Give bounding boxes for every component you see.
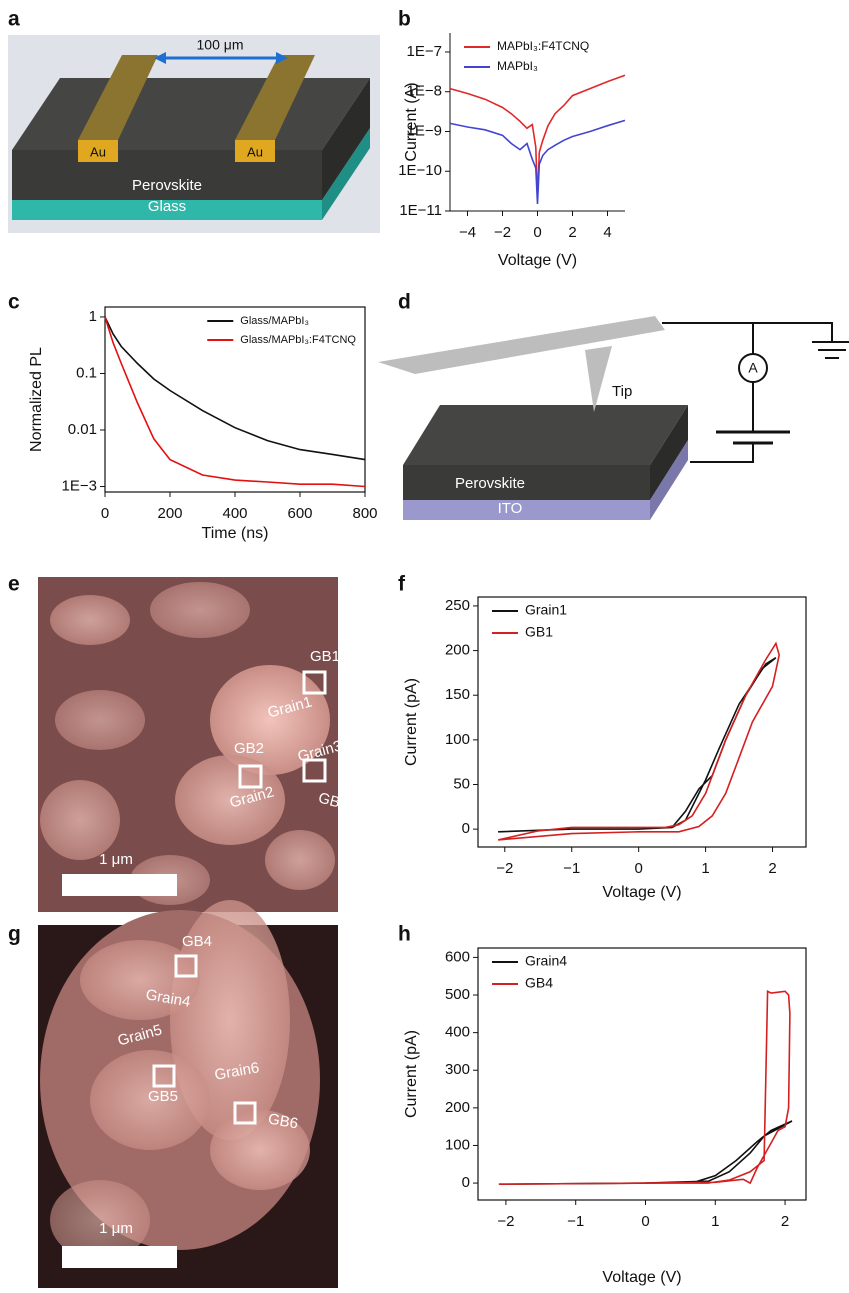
- layer-label: ITO: [498, 500, 523, 517]
- region-label: GB6: [267, 1110, 300, 1132]
- x-tick-label: 0: [533, 224, 541, 241]
- width-label: 100 μm: [197, 37, 244, 53]
- x-axis-label: Voltage (V): [602, 884, 681, 901]
- electrode-label: Au: [90, 144, 106, 159]
- afm-image: GB1 Grain1 GB2 Grain3 Grain2 GB3 1 μm: [38, 577, 350, 912]
- afm-image: GB4 Grain4 Grain5 GB5 Grain6 GB6 1 μm: [38, 900, 338, 1288]
- series-line: [498, 1120, 793, 1185]
- layer-label: Perovskite: [455, 475, 525, 492]
- legend-label: GB1: [525, 624, 553, 640]
- x-tick-label: 2: [768, 860, 776, 877]
- y-axis-label: Current (pA): [403, 1030, 420, 1118]
- region-label: GB2: [234, 740, 264, 757]
- y-axis-label: Current (pA): [403, 678, 420, 766]
- series-line: [498, 990, 791, 1185]
- x-tick-label: 4: [603, 224, 611, 241]
- legend-label: MAPbI₃: [497, 59, 538, 73]
- region-label: GB4: [182, 933, 212, 950]
- y-tick-label: 1E−10: [398, 162, 442, 179]
- y-tick-label: 1E−3: [62, 477, 97, 494]
- y-tick-label: 0.01: [68, 421, 97, 438]
- panel-letter: e: [8, 573, 20, 596]
- layer-label: Glass: [148, 198, 186, 215]
- y-tick-label: 250: [445, 597, 470, 614]
- region-label: GB1: [310, 648, 340, 665]
- x-axis-label: Voltage (V): [602, 1269, 681, 1286]
- y-tick-label: 1E−11: [399, 202, 442, 219]
- y-tick-label: 300: [445, 1061, 470, 1078]
- x-tick-label: −2: [496, 860, 513, 877]
- x-tick-label: −2: [497, 1213, 514, 1230]
- panel-letter: c: [8, 291, 20, 314]
- x-axis-label: Voltage (V): [498, 252, 577, 269]
- panel-letter: d: [398, 291, 411, 314]
- electrode-label: Au: [247, 144, 263, 159]
- y-tick-label: 100: [445, 1136, 470, 1153]
- x-tick-label: −4: [459, 224, 476, 241]
- series-line: [104, 316, 366, 461]
- plot-frame: [477, 947, 807, 1201]
- y-tick-label: 200: [445, 642, 470, 659]
- plot-frame: [477, 596, 807, 848]
- y-tick-label: 1E−7: [407, 43, 442, 60]
- series-line: [498, 657, 777, 833]
- cafm-diagram: A Tip Perovskite ITO: [378, 316, 849, 520]
- x-tick-label: 200: [157, 505, 182, 522]
- y-tick-label: 0.1: [76, 364, 97, 381]
- x-tick-label: 1: [711, 1213, 719, 1230]
- y-tick-label: 0: [462, 1174, 470, 1191]
- y-tick-label: 100: [445, 731, 470, 748]
- tip-label: Tip: [612, 383, 632, 400]
- y-tick-label: 150: [445, 686, 470, 703]
- series-line: [449, 74, 626, 200]
- x-tick-label: 600: [287, 505, 312, 522]
- y-tick-label: 1: [89, 308, 97, 325]
- x-tick-label: −2: [494, 224, 511, 241]
- x-tick-label: 0: [634, 860, 642, 877]
- x-tick-label: −1: [567, 1213, 584, 1230]
- scale-label: 1 μm: [99, 851, 133, 868]
- x-tick-label: 0: [101, 505, 109, 522]
- panel-letter: f: [398, 573, 406, 596]
- x-tick-label: 2: [568, 224, 576, 241]
- legend-label: GB4: [525, 975, 553, 991]
- region-label: GB5: [148, 1088, 178, 1105]
- y-tick-label: 50: [453, 775, 470, 792]
- legend-label: Glass/MAPbI₃:F4TCNQ: [240, 334, 356, 346]
- x-tick-label: −1: [563, 860, 580, 877]
- series-line: [104, 316, 366, 488]
- panel-letter: g: [8, 923, 21, 946]
- y-axis-label: Current (A): [403, 82, 420, 161]
- panel-letter: b: [398, 8, 411, 31]
- y-tick-label: 1E−8: [407, 83, 442, 100]
- panel-letter: a: [8, 8, 20, 31]
- y-tick-label: 1E−9: [407, 122, 442, 139]
- layer-label: Perovskite: [132, 177, 202, 194]
- y-tick-label: 200: [445, 1099, 470, 1116]
- x-tick-label: 2: [781, 1213, 789, 1230]
- y-tick-label: 0: [462, 820, 470, 837]
- legend-label: Glass/MAPbI₃: [240, 315, 309, 327]
- legend-label: Grain4: [525, 953, 567, 969]
- x-axis-label: Time (ns): [202, 525, 269, 542]
- device-diagram: 100 μm Au Au Perovskite Glass: [8, 35, 380, 233]
- x-tick-label: 400: [222, 505, 247, 522]
- legend-label: Grain1: [525, 602, 567, 618]
- y-tick-label: 500: [445, 986, 470, 1003]
- panel-letter: h: [398, 923, 411, 946]
- x-tick-label: 0: [641, 1213, 649, 1230]
- x-tick-label: 1: [701, 860, 709, 877]
- legend-label: MAPbI₃:F4TCNQ: [497, 39, 589, 53]
- y-tick-label: 600: [445, 948, 470, 965]
- scale-label: 1 μm: [99, 1220, 133, 1237]
- y-axis-label: Normalized PL: [28, 347, 45, 452]
- x-tick-label: 800: [352, 505, 377, 522]
- y-tick-label: 400: [445, 1024, 470, 1041]
- series-line: [449, 119, 626, 205]
- meter-label: A: [748, 360, 758, 376]
- series-line: [497, 641, 781, 841]
